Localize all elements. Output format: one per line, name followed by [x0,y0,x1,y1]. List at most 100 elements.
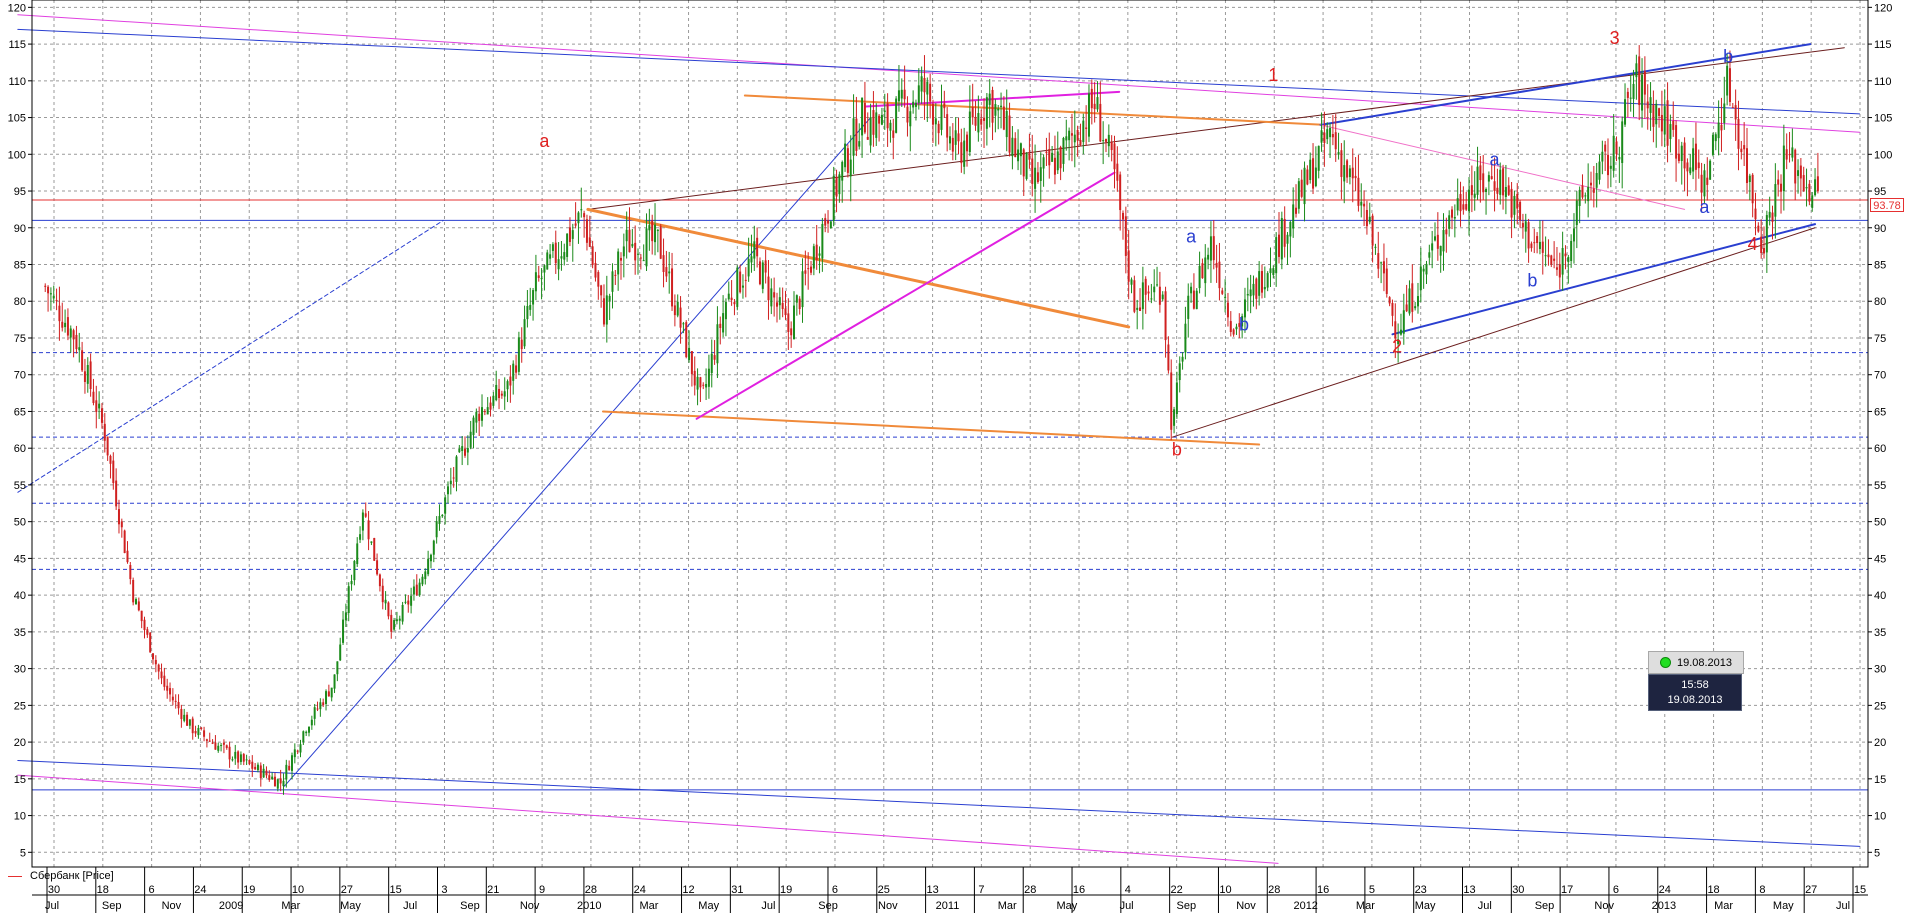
candle-body [407,600,410,605]
candle-body [611,271,614,292]
x-tick-label-top: 18 [1707,884,1719,896]
x-tick-label-top: 5 [1369,884,1375,896]
candle-body [1079,140,1082,145]
candle-body [1816,176,1819,192]
x-tick-label-top: 28 [1268,884,1280,896]
candle-body [1255,278,1258,299]
candle-body [1022,149,1025,177]
candle-body [529,304,532,310]
candle-body [903,89,906,100]
candle-body [1397,339,1400,345]
candle-body [1743,145,1746,150]
candle-body [1493,181,1496,191]
date-tooltip[interactable]: 19.08.2013 [1648,651,1744,674]
y-tick-label: 20 [14,737,26,749]
candle-body [1468,189,1471,212]
candle-body [997,108,1000,111]
candle-body [526,305,529,320]
candle-body [1425,263,1428,275]
candle-body [917,85,920,103]
candle-body [1156,284,1159,286]
candle-body [574,223,577,226]
candle-body [231,759,234,761]
candle-body [64,322,67,328]
candle-body [1734,105,1737,120]
candle-body [912,101,915,108]
candle-body [1805,187,1808,189]
x-tick-label-top: 25 [878,884,890,896]
x-tick-label-bottom: Sep [460,900,480,912]
cursor-date: 19.08.2013 [1667,694,1723,706]
candle-body [883,110,886,112]
y-tick-label: 35 [14,627,26,639]
candle-body [517,337,520,372]
y-axis-left: 5 10 15 20 25 30 35 40 45 50 55 60 65 70 75 80 85 90 95 100… [8,2,32,859]
candle-body [600,285,603,296]
candle-body [1419,266,1422,291]
candle-body [1283,218,1286,247]
candle-body [1224,296,1227,298]
candle-body [1740,148,1743,153]
candle-body [449,480,452,485]
candle-body [302,731,305,742]
y-tick-label: 120 [8,2,26,14]
candle-body [810,266,813,273]
candle-body [1187,295,1190,319]
candle-body [242,754,245,762]
candle-body [520,339,523,350]
candle-body [276,779,279,789]
wave-label: 1 [1268,65,1278,85]
trendline [1171,227,1816,438]
candle-body [1036,172,1039,183]
candle-body [880,114,883,125]
candle-body [1700,174,1703,193]
candle-body [1609,165,1612,169]
y-tick-label: 95 [1874,186,1886,198]
candle-body [631,243,634,247]
candle-body [444,497,447,514]
candle-body [441,514,444,517]
candle-body [1093,103,1096,110]
wave-label: b [1239,315,1249,335]
candle-body [863,102,866,133]
candle-body [1581,185,1584,198]
candle-body [733,302,736,305]
candle-body [741,285,744,288]
candle-body [1751,174,1754,204]
y-tick-label: 105 [1874,113,1892,125]
candle-body [886,103,889,129]
candle-body [1558,264,1561,278]
candle-body [1615,141,1618,155]
candle-body [775,302,778,307]
candle-body [821,223,824,259]
candle-body [265,770,268,776]
candle-body [829,221,832,229]
candle-body [1507,185,1510,195]
x-tick-label-bottom: Jul [45,900,59,912]
candle-body [217,745,220,751]
candle-body [1295,207,1298,214]
candle-body [412,586,415,595]
y-tick-label: 110 [1874,76,1892,88]
candle-body [106,436,109,456]
candle-body [1031,158,1034,184]
x-tick-label-top: 30 [48,884,60,896]
x-tick-label-top: 19 [243,884,255,896]
y-tick-label: 70 [14,370,26,382]
candle-body [308,726,311,733]
candle-body [1019,143,1022,157]
candle-body [617,251,620,275]
candle-body [268,775,271,780]
candle-body [812,246,815,269]
candle-body [205,739,208,741]
candle-body [1391,303,1394,316]
candle-body [1677,153,1680,162]
candle-body [1669,124,1672,139]
candle-body [376,560,379,575]
candle-body [676,301,679,316]
candle-body [1056,151,1059,171]
candle-body [1286,234,1289,244]
candle-body [920,76,923,92]
candle-body [730,297,733,301]
